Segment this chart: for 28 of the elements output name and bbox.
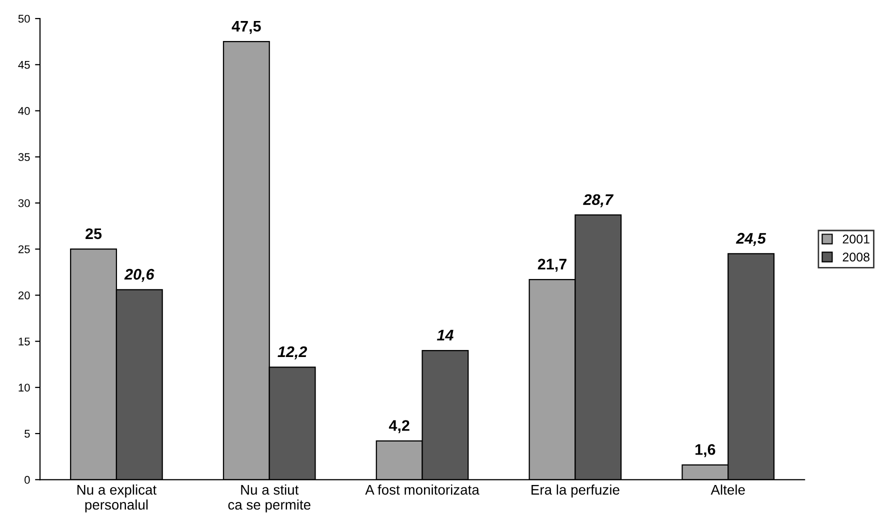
data-label: 25 — [86, 228, 102, 240]
x-tick-label: Era la perfuzie — [532, 484, 620, 498]
y-tick-label: 0 — [24, 476, 30, 484]
x-tick-label: Nu a explicat personalul — [77, 484, 157, 512]
y-tick-label: 50 — [18, 14, 30, 23]
data-label: 4,2 — [388, 420, 410, 434]
data-label: 21,7 — [538, 258, 566, 272]
y-tick-label: 40 — [18, 107, 30, 115]
data-label: 1,6 — [696, 444, 716, 458]
y-tick-label: 5 — [24, 430, 30, 438]
data-label: 20,6 — [124, 268, 154, 282]
data-label: 14 — [436, 330, 454, 340]
legend-label: 2008 — [842, 252, 870, 262]
y-tick-label: 15 — [18, 338, 30, 346]
data-label: 47,5 — [232, 20, 261, 34]
y-tick-label: 20 — [18, 291, 30, 300]
y-tick-label: 45 — [18, 61, 30, 69]
y-tick-label: 30 — [18, 199, 30, 208]
y-tick-label: 10 — [18, 384, 30, 392]
data-label: 28,7 — [583, 194, 614, 208]
x-tick-label: Altele — [710, 484, 745, 495]
x-tick-label: A fost monitorizata — [365, 484, 480, 495]
x-tick-label: Nu a stiut ca se permite — [228, 484, 310, 512]
data-label: 24,5 — [736, 232, 766, 246]
data-label: 12,2 — [278, 346, 308, 360]
y-tick-label: 35 — [18, 153, 30, 162]
legend-label: 2001 — [842, 234, 870, 244]
y-tick-label: 25 — [18, 245, 30, 254]
